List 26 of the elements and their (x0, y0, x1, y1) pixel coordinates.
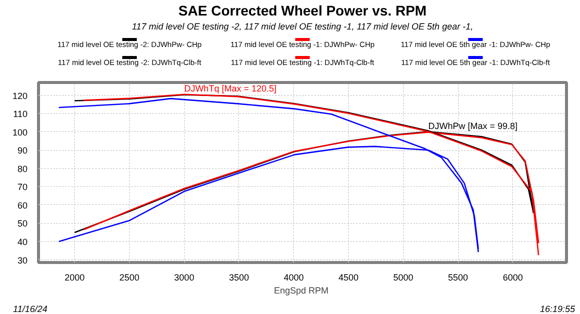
x-tick-label: 5500 (448, 272, 468, 282)
chart-subtitle: 117 mid level OE testing -2, 117 mid level OE testing -1, 117 mid level OE 5th gear -1, (132, 22, 474, 32)
y-tick-label: 80 (17, 164, 28, 174)
y-tick-label: 100 (12, 127, 28, 138)
y-tick-label: 110 (13, 109, 28, 120)
x-tick-label: 3000 (174, 272, 194, 282)
text: 11/16/24 (13, 303, 48, 314)
x-tick-label: 6000 (502, 272, 523, 282)
x-tick-label: 4000 (284, 272, 304, 282)
x-tick-label: 3500 (228, 272, 249, 282)
x-tick-label: 2000 (64, 272, 85, 282)
annotation: DJWhPw [Max = 99.8] (428, 121, 518, 132)
text: 16:19:55 (540, 303, 575, 314)
x-tick-label: 4500 (338, 272, 359, 282)
annotation: DJWhTq [Max = 120.5] (184, 83, 276, 94)
y-tick-label: 50 (17, 218, 28, 229)
y-tick-label: 30 (17, 255, 28, 266)
y-tick-label: 40 (17, 236, 28, 247)
chart-title: SAE Corrected Wheel Power vs. RPM (178, 2, 427, 18)
x-tick-label: 2500 (119, 272, 140, 282)
y-tick-label: 60 (17, 200, 28, 210)
x-tick-label: 5000 (393, 272, 414, 282)
y-tick-label: 120 (12, 90, 28, 101)
y-tick-label: 70 (17, 182, 28, 192)
x-axis-title: EngSpd RPM (274, 286, 329, 296)
y-tick-label: 90 (17, 146, 28, 156)
